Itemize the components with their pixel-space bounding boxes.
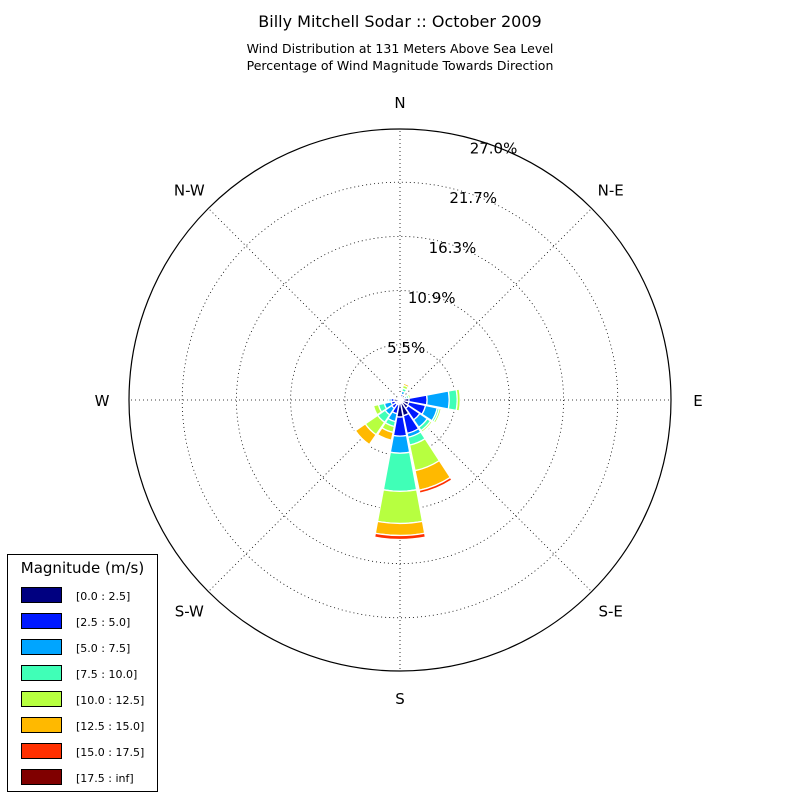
legend-swatch (21, 769, 62, 785)
chart-title: Billy Mitchell Sodar :: October 2009 (258, 12, 542, 31)
legend-label: [0.0 : 2.5] (76, 590, 131, 603)
wind-bar-7-bin-2 (389, 434, 411, 454)
legend-swatch (21, 613, 62, 629)
wind-bar-13-bin-1 (398, 397, 401, 401)
grid-spoke-n-w (208, 208, 401, 401)
legend-swatch (21, 717, 62, 733)
wind-bar-9-bin-6 (353, 429, 371, 447)
legend-label: [17.5 : inf] (76, 772, 134, 785)
wind-bar-11-bin-3 (387, 397, 390, 403)
radial-tick-label-2: 16.3% (429, 239, 477, 257)
direction-label-n-e: N-E (598, 181, 624, 199)
direction-label-n: N (394, 94, 405, 112)
direction-label-e: E (693, 392, 702, 410)
radial-tick-label-3: 21.7% (449, 189, 497, 207)
legend-label: [2.5 : 5.0] (76, 616, 131, 629)
direction-label-s-w: S-W (175, 603, 204, 621)
wind-bar-7-bin-4 (376, 489, 424, 525)
legend-label: [15.0 : 17.5] (76, 746, 145, 759)
legend-swatch (21, 665, 62, 681)
wind-bar-7-bin-6 (373, 532, 427, 541)
legend-label: [12.5 : 15.0] (76, 720, 145, 733)
legend-swatch (21, 587, 62, 603)
outer-circle (128, 128, 672, 672)
grid-ring-2 (235, 235, 565, 565)
radial-tick-label-1: 10.9% (408, 289, 456, 307)
legend-swatch (21, 743, 62, 759)
legend-swatch (21, 691, 62, 707)
direction-label-w: W (95, 392, 110, 410)
wind-bar-7-bin-3 (382, 451, 418, 492)
legend-label: [10.0 : 12.5] (76, 694, 145, 707)
chart-subtitle-2: Percentage of Wind Magnitude Towards Dir… (246, 58, 554, 73)
wind-bar-4-bin-4 (432, 407, 443, 424)
radial-tick-label-4: 27.0% (470, 140, 518, 158)
direction-label-n-w: N-W (174, 181, 205, 199)
wind-bar-7-bin-5 (374, 520, 426, 537)
wind-bar-1-bin-5 (402, 382, 411, 389)
grid-ring-3 (181, 181, 619, 619)
legend-label: [7.5 : 10.0] (76, 668, 138, 681)
chart-subtitle-1: Wind Distribution at 131 Meters Above Se… (246, 41, 554, 56)
legend-label: [5.0 : 7.5] (76, 642, 131, 655)
direction-label-s: S (395, 690, 405, 708)
wind-bar-5-bin-5 (421, 421, 434, 434)
wind-bar-3-bin-3 (447, 388, 458, 412)
wind-bar-3-bin-4 (455, 388, 461, 412)
legend-title: Magnitude (m/s) (20, 559, 145, 577)
wind-bar-8-bin-5 (376, 426, 394, 442)
radial-tick-label-0: 5.5% (387, 339, 425, 357)
wind-bar-6-bin-6 (418, 476, 453, 495)
direction-label-s-e: S-E (599, 603, 623, 621)
legend-swatch (21, 639, 62, 655)
legend: Magnitude (m/s) [0.0 : 2.5] [2.5 : 5.0] [5… (7, 554, 158, 792)
wind-bar-10-bin-4 (372, 403, 383, 416)
